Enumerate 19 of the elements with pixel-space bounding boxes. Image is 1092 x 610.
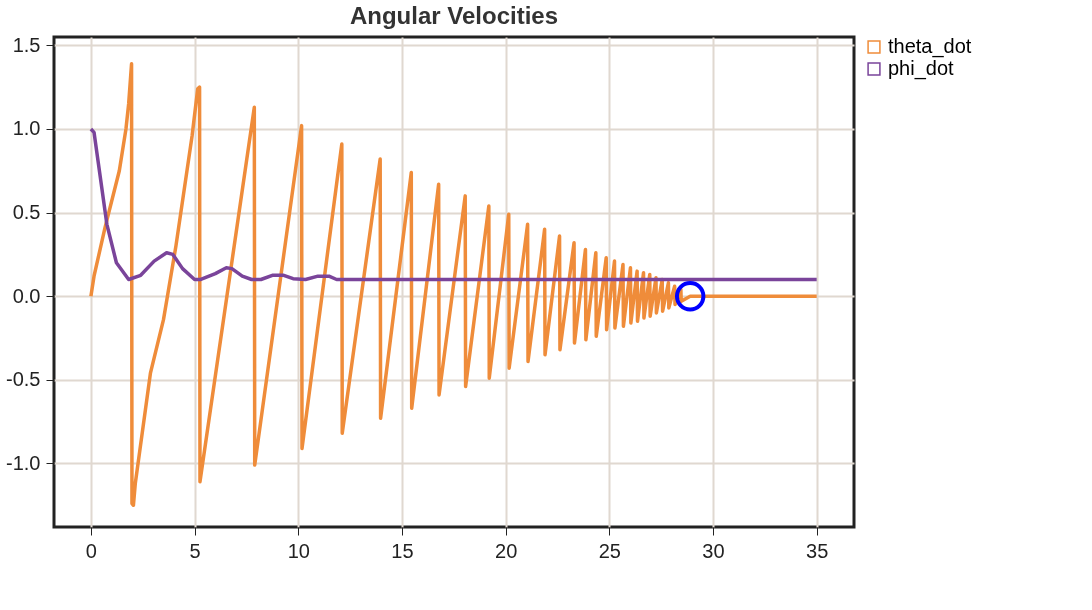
- x-tick-label: 35: [806, 539, 829, 562]
- x-tick-label: 30: [702, 539, 725, 562]
- line-series: [89, 127, 819, 282]
- legend-label: phi_dot: [888, 57, 955, 80]
- y-tick-label: -0.5: [6, 368, 41, 391]
- x-tick-label: 20: [495, 539, 518, 562]
- y-tick-label: 1.0: [12, 117, 41, 140]
- x-tick-label: 0: [85, 539, 97, 562]
- y-tick-label: 1.5: [12, 33, 41, 56]
- x-tick-label: 10: [287, 539, 310, 562]
- x-tick-label: 5: [189, 539, 201, 562]
- y-tick-label: 0.0: [12, 284, 41, 307]
- x-tick-label: 15: [391, 539, 414, 562]
- y-tick-label: -1.0: [6, 451, 41, 474]
- legend-label: theta_dot: [888, 35, 972, 58]
- chart-title: Angular Velocities: [349, 2, 559, 30]
- line-series: [89, 62, 819, 508]
- y-tick-label: 0.5: [12, 201, 41, 224]
- x-tick-label: 25: [598, 539, 621, 562]
